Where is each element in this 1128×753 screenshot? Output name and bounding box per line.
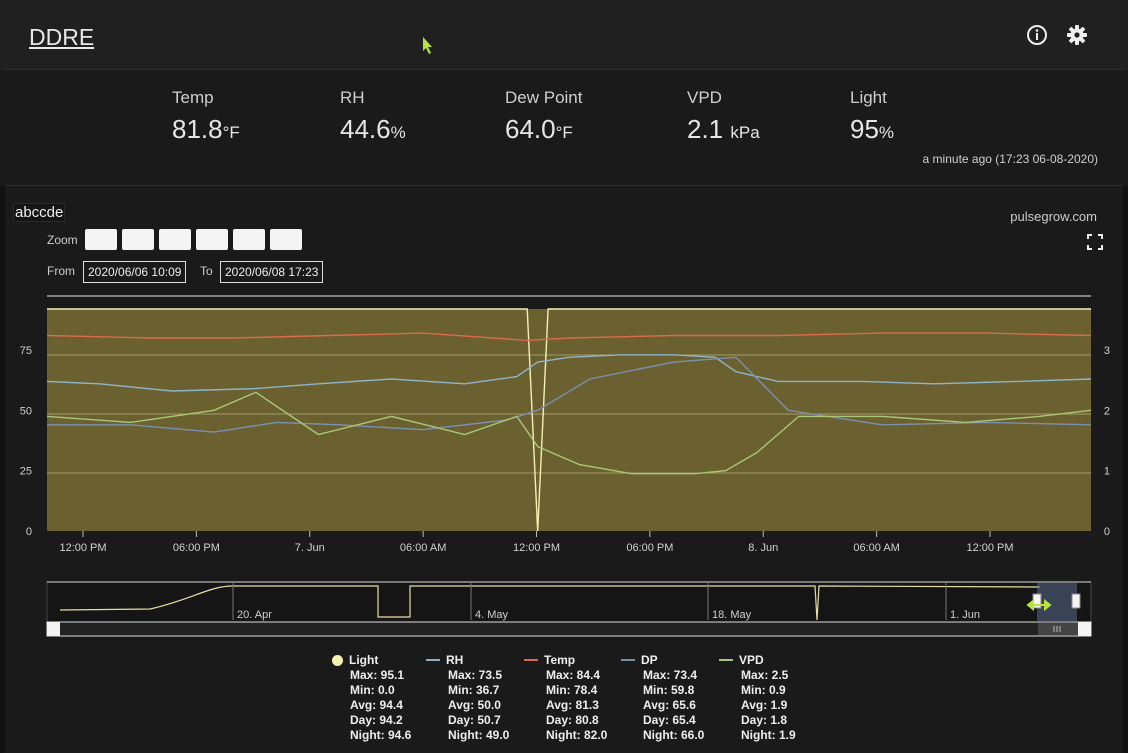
legend-swatch bbox=[621, 659, 635, 661]
zoom-button[interactable] bbox=[159, 229, 191, 250]
legend-max: Max: 73.4 bbox=[643, 668, 698, 682]
stat-value: 2.1 kPa bbox=[687, 114, 760, 144]
stat-dew-point: Dew Point 64.0°F bbox=[505, 88, 582, 145]
legend-night: Night: 49.0 bbox=[448, 728, 510, 742]
device-title[interactable]: DDRE bbox=[29, 24, 95, 50]
divider bbox=[5, 69, 1123, 70]
legend-rh[interactable]: RH Max: 73.5 Min: 36.7 Avg: 50.0 Day: 50… bbox=[426, 653, 509, 743]
legend-avg: Avg: 1.9 bbox=[741, 698, 788, 712]
legend-light[interactable]: Light Max: 95.1 Min: 0.0 Avg: 94.4 Day: … bbox=[332, 653, 411, 743]
legend-avg: Avg: 50.0 bbox=[448, 698, 501, 712]
legend-min: Min: 36.7 bbox=[448, 683, 500, 697]
legend-night: Night: 1.9 bbox=[741, 728, 796, 742]
legend-swatch bbox=[426, 659, 440, 661]
zoom-button[interactable] bbox=[233, 229, 265, 250]
legend-swatch bbox=[719, 659, 733, 661]
legend-min: Min: 0.0 bbox=[350, 683, 395, 697]
zoom-button[interactable] bbox=[122, 229, 154, 250]
zoom-label: Zoom bbox=[47, 233, 78, 247]
legend-max: Max: 2.5 bbox=[741, 668, 789, 682]
zoom-button[interactable] bbox=[196, 229, 228, 250]
legend-min: Min: 78.4 bbox=[546, 683, 598, 697]
gear-icon[interactable] bbox=[1066, 24, 1088, 46]
stat-temp: Temp 81.8°F bbox=[172, 88, 240, 145]
from-date-input[interactable]: 2020/06/06 10:09 bbox=[83, 261, 187, 283]
legend-swatch bbox=[524, 659, 538, 661]
fullscreen-icon[interactable] bbox=[1087, 234, 1103, 250]
legend-day: Day: 94.2 bbox=[350, 713, 403, 727]
legend-name: VPD bbox=[739, 653, 764, 667]
stat-label: RH bbox=[340, 88, 365, 107]
legend-max: Max: 84.4 bbox=[546, 668, 601, 682]
legend-name: DP bbox=[641, 653, 658, 667]
stat-label: Light bbox=[850, 88, 887, 107]
from-label: From bbox=[47, 264, 75, 278]
to-date-input[interactable]: 2020/06/08 17:23 bbox=[220, 261, 324, 283]
header: DDRE bbox=[0, 0, 1128, 70]
legend-max: Max: 73.5 bbox=[448, 668, 503, 682]
legend-avg: Avg: 65.6 bbox=[643, 698, 696, 712]
legend-night: Night: 82.0 bbox=[546, 728, 608, 742]
stats-bar: Temp 81.8°F RH 44.6% Dew Point 64.0°F VP… bbox=[0, 70, 1128, 185]
zoom-button[interactable] bbox=[85, 229, 117, 250]
legend-avg: Avg: 94.4 bbox=[350, 698, 403, 712]
legend-day: Day: 1.8 bbox=[741, 713, 788, 727]
stat-value: 81.8°F bbox=[172, 114, 240, 144]
legend-night: Night: 94.6 bbox=[350, 728, 412, 742]
stat-label: Temp bbox=[172, 88, 214, 107]
legend-max: Max: 95.1 bbox=[350, 668, 405, 682]
legend-night: Night: 66.0 bbox=[643, 728, 705, 742]
stat-label: VPD bbox=[687, 88, 722, 107]
stat-rh: RH 44.6% bbox=[340, 88, 406, 145]
stat-value: 64.0°F bbox=[505, 114, 573, 144]
legend-day: Day: 65.4 bbox=[643, 713, 696, 727]
stat-label: Dew Point bbox=[505, 88, 583, 107]
legend-dp[interactable]: DP Max: 73.4 Min: 59.8 Avg: 65.6 Day: 65… bbox=[621, 653, 704, 743]
legend-avg: Avg: 81.3 bbox=[546, 698, 599, 712]
legend-swatch bbox=[332, 654, 343, 666]
zoom-button[interactable] bbox=[270, 229, 302, 250]
legend-temp[interactable]: Temp Max: 84.4 Min: 78.4 Avg: 81.3 Day: … bbox=[524, 653, 607, 743]
stat-light: Light 95% bbox=[850, 88, 894, 145]
stat-vpd: VPD 2.1 kPa bbox=[687, 88, 760, 145]
legend-name: RH bbox=[446, 653, 464, 667]
last-updated: a minute ago (17:23 06-08-2020) bbox=[922, 152, 1098, 166]
legend-day: Day: 50.7 bbox=[448, 713, 501, 727]
stat-value: 44.6% bbox=[340, 114, 406, 144]
legend-min: Min: 0.9 bbox=[741, 683, 786, 697]
legend-min: Min: 59.8 bbox=[643, 683, 695, 697]
brand-credit[interactable]: pulsegrow.com bbox=[1010, 209, 1097, 224]
divider bbox=[5, 185, 1123, 186]
legend-name: Temp bbox=[544, 653, 576, 667]
legend-name: Light bbox=[349, 653, 379, 667]
to-label: To bbox=[200, 264, 213, 278]
info-icon[interactable] bbox=[1026, 24, 1048, 46]
chart-title[interactable]: abccde bbox=[13, 203, 66, 222]
legend-vpd[interactable]: VPD Max: 2.5 Min: 0.9 Avg: 1.9 Day: 1.8 … bbox=[719, 653, 796, 743]
legend-day: Day: 80.8 bbox=[546, 713, 599, 727]
stat-value: 95% bbox=[850, 114, 895, 144]
